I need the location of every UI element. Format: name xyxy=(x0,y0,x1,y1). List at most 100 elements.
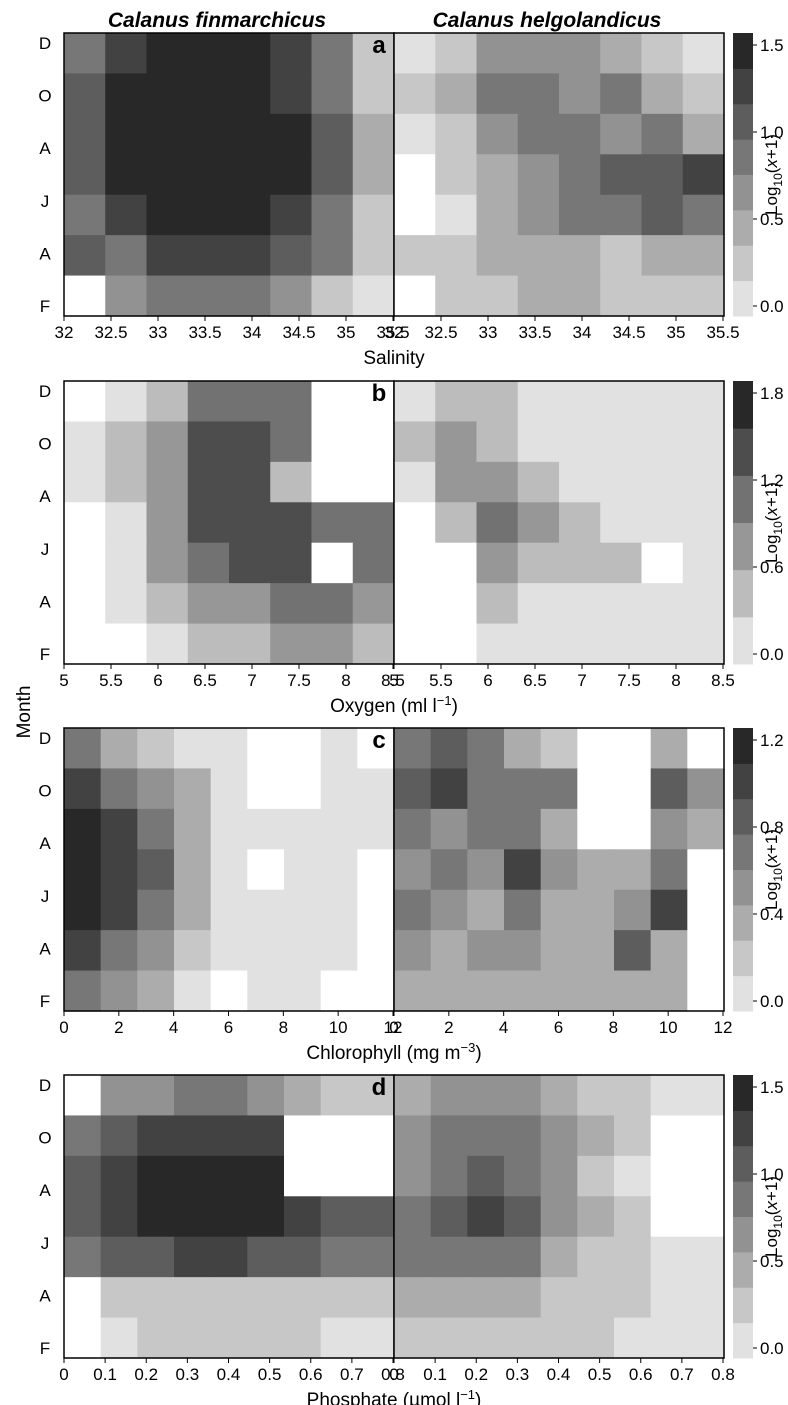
heat-cell xyxy=(320,970,358,1012)
heat-cell xyxy=(187,542,230,584)
x-tick-label: 5 xyxy=(389,671,398,690)
heat-cell xyxy=(146,113,189,155)
heat-cell xyxy=(650,1236,688,1278)
heat-cell xyxy=(540,1317,578,1359)
heat-cell xyxy=(394,1196,432,1238)
x-tick-label: 0.3 xyxy=(506,1365,530,1384)
heat-cell xyxy=(394,1236,432,1278)
heat-cell xyxy=(600,154,643,196)
heat-cell xyxy=(435,583,478,625)
x-tick-label: 4 xyxy=(169,1018,178,1037)
heat-cell xyxy=(64,583,106,625)
heat-cell xyxy=(682,73,725,115)
x-tick-label: 4 xyxy=(499,1018,508,1037)
heat-cell xyxy=(517,623,560,665)
x-tick-label: 35 xyxy=(337,323,356,342)
heat-cell xyxy=(559,33,601,75)
heat-cell xyxy=(137,849,175,891)
heat-cell xyxy=(641,33,684,75)
plot-b-helgolandicus: 5 5.5 6 6.5 7 7.5 8 8.5 xyxy=(389,380,735,690)
heat-cell xyxy=(64,970,102,1012)
heat-cell xyxy=(467,1075,505,1117)
heat-cell xyxy=(174,1196,212,1238)
x-tick-label: 6 xyxy=(554,1018,563,1037)
heat-cell xyxy=(174,1155,212,1197)
heat-cell xyxy=(614,1075,652,1117)
heat-cell xyxy=(517,502,560,544)
heat-cell xyxy=(64,1236,102,1278)
heat-cell xyxy=(64,1317,102,1359)
heat-cell xyxy=(357,808,395,850)
heat-cell xyxy=(540,768,578,810)
x-tick-label: 0.1 xyxy=(93,1365,117,1384)
heat-cell xyxy=(352,623,395,665)
heat-cell xyxy=(687,808,725,850)
heat-cell xyxy=(357,930,395,972)
heat-cell xyxy=(600,623,643,665)
heat-cell xyxy=(394,502,436,544)
heat-cell xyxy=(100,970,138,1012)
heat-cell xyxy=(187,73,230,115)
heat-cell xyxy=(540,849,578,891)
heat-cell xyxy=(229,542,271,584)
heat-cell xyxy=(559,73,601,115)
colorbar-segment xyxy=(733,940,753,977)
month-tick-label: J xyxy=(41,540,50,559)
heat-cell xyxy=(210,889,248,931)
x-tick-label: 0.6 xyxy=(629,1365,653,1384)
heat-cell xyxy=(435,421,478,463)
x-tick-label: 32 xyxy=(55,323,74,342)
heat-cell xyxy=(352,461,395,503)
heat-cell xyxy=(105,113,148,155)
heat-cell xyxy=(467,728,505,770)
month-tick-label: F xyxy=(40,297,50,316)
heat-cell xyxy=(577,768,615,810)
heat-cell xyxy=(64,1277,102,1319)
heat-cell xyxy=(352,502,395,544)
heat-cell xyxy=(650,728,688,770)
colorbar-segment xyxy=(733,428,753,476)
x-tick-label: 0 xyxy=(59,1365,68,1384)
heat-cell xyxy=(614,1317,652,1359)
x-tick-label: 8.5 xyxy=(381,671,405,690)
heat-cell xyxy=(146,583,189,625)
heat-cell xyxy=(146,623,189,665)
heat-cell xyxy=(311,33,354,75)
colorbar-segment xyxy=(733,569,753,618)
colorbar-tick-label: 0.0 xyxy=(760,297,784,316)
heat-cell xyxy=(614,1155,652,1197)
heat-cell xyxy=(682,421,725,463)
heat-cell xyxy=(229,235,271,277)
heat-cell xyxy=(394,930,432,972)
heat-cell xyxy=(174,808,212,850)
month-tick-label: O xyxy=(38,87,51,106)
heat-cell xyxy=(146,235,189,277)
heat-cell xyxy=(247,970,285,1012)
heat-cell xyxy=(284,1196,322,1238)
heat-cell xyxy=(64,154,106,196)
heat-cell xyxy=(504,728,542,770)
heat-cell xyxy=(394,768,432,810)
heat-cell xyxy=(435,275,478,317)
colorbar-tick-label: 1.5 xyxy=(760,1078,784,1097)
heat-cell xyxy=(105,542,148,584)
colorbar-tick-label: 0.0 xyxy=(760,992,784,1011)
heat-cell xyxy=(435,33,478,75)
heat-cell xyxy=(394,113,436,155)
month-tick-label: J xyxy=(41,1234,50,1253)
month-tick-label: F xyxy=(40,645,50,664)
heat-cell xyxy=(137,970,175,1012)
heat-cell xyxy=(504,1277,542,1319)
heat-cell xyxy=(247,1115,285,1157)
heat-cell xyxy=(476,542,519,584)
x-tick-label: 35.5 xyxy=(706,323,739,342)
x-tick-label: 2 xyxy=(114,1018,123,1037)
heat-cell xyxy=(517,381,560,423)
month-tick-label: A xyxy=(39,939,51,958)
x-tick-label: 34.5 xyxy=(612,323,645,342)
heat-cell xyxy=(650,1277,688,1319)
heat-cell xyxy=(270,381,313,423)
heat-cell xyxy=(476,113,519,155)
